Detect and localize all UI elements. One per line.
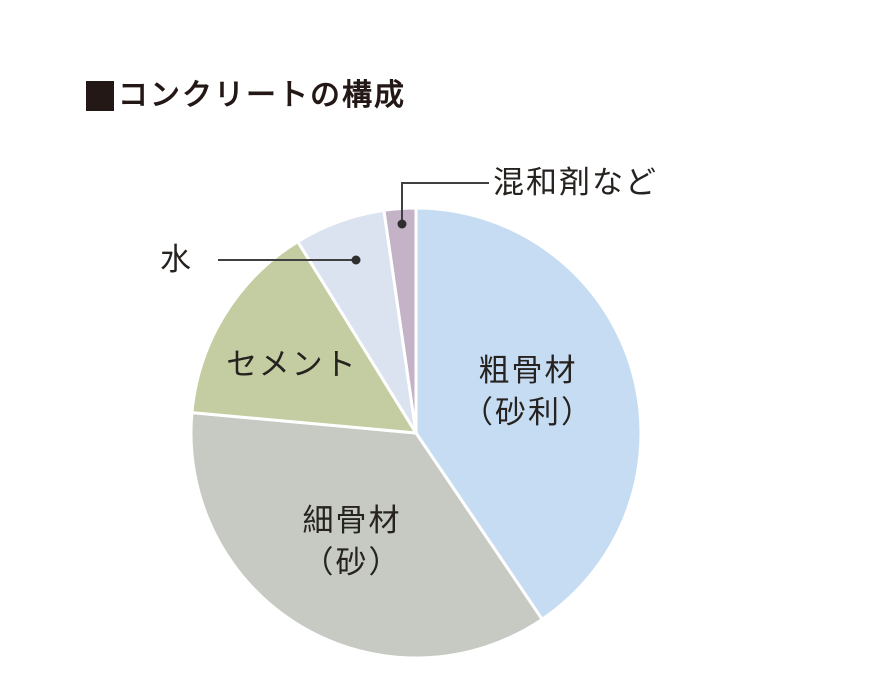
figure-title-text: コンクリートの構成: [118, 79, 406, 112]
slice-label-fine-aggregate-line2: （砂）: [302, 545, 402, 580]
slice-label-cement: セメント: [226, 344, 357, 386]
slice-label-coarse-aggregate: 粗骨材 （砂利）: [462, 350, 594, 434]
admixture-leader-line: [401, 182, 489, 224]
water-leader-dot: [351, 255, 361, 265]
slice-label-fine-aggregate-line1: 細骨材: [302, 503, 402, 538]
slice-label-cement-line1: セメント: [226, 347, 358, 382]
pie-slice-cement: [190, 240, 418, 435]
slice-label-water: 水: [160, 242, 193, 277]
figure-title: コンクリートの構成: [86, 80, 406, 112]
slice-label-coarse-aggregate-line2: （砂利）: [462, 395, 594, 430]
slice-label-fine-aggregate: 細骨材 （砂）: [303, 500, 402, 584]
admixture-leader-dot: [397, 219, 407, 229]
pie-slice-coarse-aggregate: [414, 206, 643, 621]
pie-slice-fine-aggregate: [189, 411, 544, 660]
slice-label-coarse-aggregate-line1: 粗骨材: [478, 353, 578, 388]
pie-slice-admixture: [382, 206, 418, 435]
slice-label-admixture: 混和剤など: [493, 165, 658, 200]
title-square-icon: [86, 81, 114, 111]
